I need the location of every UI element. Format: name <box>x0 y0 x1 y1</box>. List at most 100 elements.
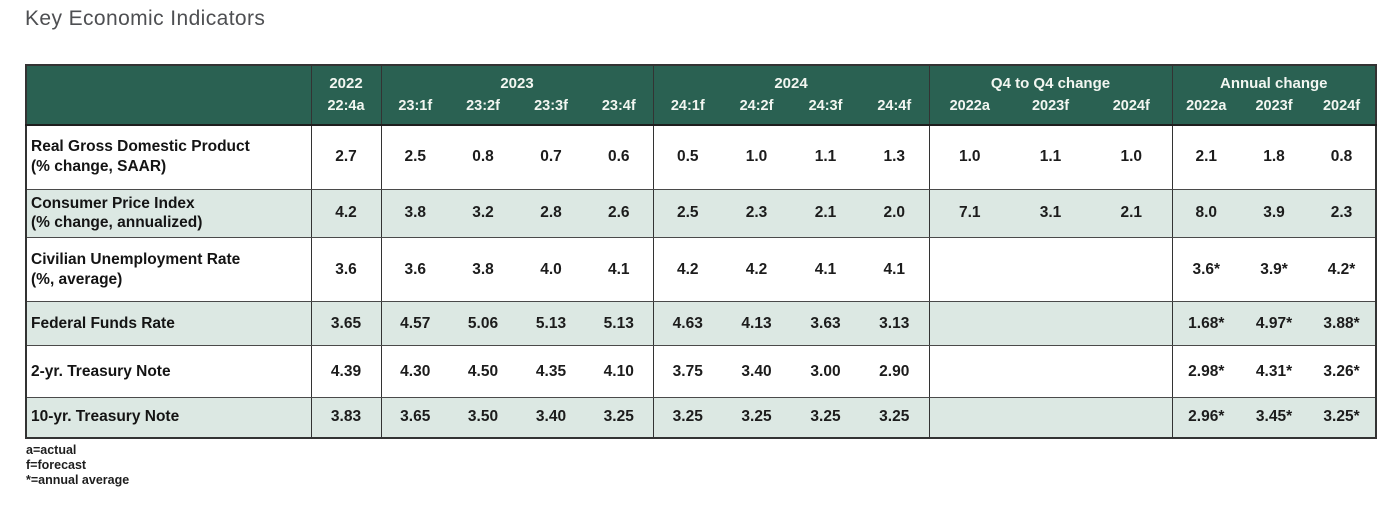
value-cell <box>1010 237 1091 303</box>
column-subheader: 24:2f <box>722 95 791 126</box>
row-label: Federal Funds Rate <box>31 314 175 332</box>
value-cell: 4.2 <box>652 237 722 303</box>
table-corner-cell <box>26 65 311 126</box>
value-cell <box>1091 237 1173 303</box>
value-cell: 1.0 <box>1091 125 1173 190</box>
row-label: 2-yr. Treasury Note <box>31 362 171 380</box>
value-cell: 2.5 <box>380 125 449 190</box>
column-subheader: 2022a <box>928 95 1010 126</box>
value-cell <box>928 237 1010 303</box>
row-label-cell: Consumer Price Index (% change, annualize… <box>26 189 311 239</box>
value-cell: 4.57 <box>380 301 449 347</box>
table-row: Consumer Price Index (% change, annualize… <box>26 189 1377 239</box>
value-cell <box>1091 301 1173 347</box>
value-cell: 3.9 <box>1240 189 1309 239</box>
value-cell: 0.6 <box>585 125 653 190</box>
row-sublabel: (% change, SAAR) <box>31 158 167 176</box>
row-sublabel: (% change, annualized) <box>31 214 203 232</box>
value-cell: 3.40 <box>722 345 791 399</box>
column-subheader: 23:3f <box>517 95 585 126</box>
footnote-line: f=forecast <box>26 457 87 472</box>
value-cell: 4.2 <box>722 237 791 303</box>
value-cell: 3.40 <box>517 397 585 439</box>
value-cell <box>1010 301 1091 347</box>
value-cell: 3.2 <box>449 189 517 239</box>
value-cell: 5.06 <box>449 301 517 347</box>
value-cell: 1.1 <box>1010 125 1091 190</box>
value-cell: 3.00 <box>791 345 860 399</box>
value-cell: 3.1 <box>1010 189 1091 239</box>
value-cell: 0.7 <box>517 125 585 190</box>
value-cell: 1.3 <box>860 125 929 190</box>
value-cell: 2.90 <box>860 345 929 399</box>
column-subheader: 2024f <box>1091 95 1173 126</box>
value-cell: 4.2 <box>310 189 381 239</box>
column-subheader: 22:4a <box>310 95 381 126</box>
value-cell: 3.88* <box>1308 301 1377 347</box>
row-label-cell: Federal Funds Rate <box>26 301 311 347</box>
value-cell: 3.50 <box>449 397 517 439</box>
value-cell: 0.8 <box>1308 125 1377 190</box>
value-cell: 2.5 <box>652 189 722 239</box>
column-subheader: 2022a <box>1171 95 1241 126</box>
column-group-header: 2024 <box>652 65 929 95</box>
value-cell: 3.75 <box>652 345 722 399</box>
value-cell: 4.97* <box>1240 301 1309 347</box>
footnotes: a=actual f=forecast *=annual average <box>26 443 1374 488</box>
column-subheader: 2023f <box>1240 95 1309 126</box>
value-cell: 1.68* <box>1171 301 1241 347</box>
value-cell: 5.13 <box>517 301 585 347</box>
value-cell: 2.98* <box>1171 345 1241 399</box>
table-row: 2-yr. Treasury Note 4.39 4.30 4.50 4.35 4.10 3… <box>26 345 1377 399</box>
value-cell: 2.3 <box>722 189 791 239</box>
value-cell: 3.25 <box>722 397 791 439</box>
value-cell: 1.0 <box>928 125 1010 190</box>
column-subheader: 24:3f <box>791 95 860 126</box>
value-cell: 1.0 <box>722 125 791 190</box>
value-cell: 3.25 <box>585 397 653 439</box>
column-subheader: 24:4f <box>860 95 929 126</box>
value-cell <box>1010 345 1091 399</box>
value-cell: 3.6 <box>380 237 449 303</box>
value-cell: 2.7 <box>310 125 381 190</box>
column-subheader: 24:1f <box>652 95 722 126</box>
value-cell: 3.25 <box>860 397 929 439</box>
value-cell: 3.25 <box>652 397 722 439</box>
value-cell: 4.13 <box>722 301 791 347</box>
indicators-table: 2022 2023 2024 Q4 to Q4 change Annual change… <box>25 64 1378 439</box>
column-subheader: 2024f <box>1308 95 1377 126</box>
value-cell: 3.6 <box>310 237 381 303</box>
page-title: Key Economic Indicators <box>25 7 266 30</box>
column-group-header: Q4 to Q4 change <box>928 65 1173 95</box>
value-cell <box>1010 397 1091 439</box>
table-row: Federal Funds Rate 3.65 4.57 5.06 5.13 5.13 4.… <box>26 301 1377 347</box>
value-cell: 1.1 <box>791 125 860 190</box>
value-cell <box>928 301 1010 347</box>
column-subheader: 23:4f <box>585 95 653 126</box>
page: Key Economic Indicators 2022 2023 2024 Q4 t… <box>25 7 1378 488</box>
value-cell: 4.10 <box>585 345 653 399</box>
value-cell: 2.6 <box>585 189 653 239</box>
row-label: 10-yr. Treasury Note <box>31 408 180 426</box>
value-cell: 0.8 <box>449 125 517 190</box>
value-cell: 3.8 <box>380 189 449 239</box>
value-cell: 2.0 <box>860 189 929 239</box>
value-cell: 3.25* <box>1308 397 1377 439</box>
row-sublabel: (%, average) <box>31 270 123 288</box>
value-cell: 5.13 <box>585 301 653 347</box>
row-label: Consumer Price Index <box>31 194 195 212</box>
value-cell: 2.8 <box>517 189 585 239</box>
column-subheader: 23:1f <box>380 95 449 126</box>
value-cell: 4.1 <box>585 237 653 303</box>
value-cell: 3.25 <box>791 397 860 439</box>
value-cell: 0.5 <box>652 125 722 190</box>
value-cell: 2.1 <box>791 189 860 239</box>
value-cell: 4.31* <box>1240 345 1309 399</box>
table-row: Civilian Unemployment Rate (%, average) 3.… <box>26 237 1377 303</box>
value-cell: 4.1 <box>860 237 929 303</box>
value-cell: 4.0 <box>517 237 585 303</box>
value-cell: 3.65 <box>380 397 449 439</box>
value-cell: 2.1 <box>1171 125 1241 190</box>
value-cell: 4.63 <box>652 301 722 347</box>
value-cell: 3.6* <box>1171 237 1241 303</box>
